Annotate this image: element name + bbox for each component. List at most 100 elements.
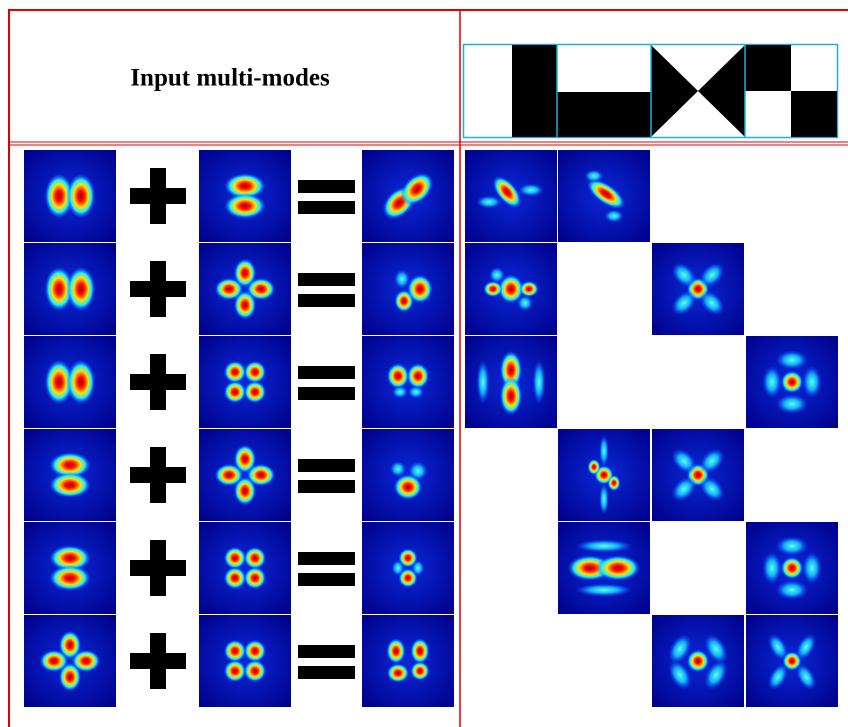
mode-images [24,150,838,707]
mode-lobe [410,638,430,664]
mode-lobe [686,649,710,673]
mode-lobe-weak [476,195,502,209]
mode-lobe [406,363,430,389]
mode-lobe [224,173,266,199]
plus-sign [150,633,166,689]
mode-lobe [393,474,423,500]
mode-image [24,336,116,428]
mode-lobe-weak [671,262,697,288]
mode-lobe [224,193,266,219]
mode-lobe-weak [476,359,490,405]
mode-lobe [246,277,276,301]
mode-image [746,615,838,707]
mode-image [24,522,116,614]
equals-sign [298,480,355,493]
equals-sign [298,387,355,400]
mode-lobe [49,452,91,478]
mode-background [362,336,454,428]
equals-sign [298,573,355,586]
mode-background [24,615,116,707]
mode-lobe [607,475,621,491]
mode-lobe [499,376,523,416]
mode-background [199,243,291,335]
mode-lobe [483,281,503,297]
mode-lobe [39,649,69,673]
mode-image [362,336,454,428]
mode-image [746,522,838,614]
mode-image [652,429,744,521]
mode-background [362,615,454,707]
mode-image [199,150,291,242]
mode-lobe [243,639,267,663]
mode-background [199,429,291,521]
mask-bowtie-left [651,45,698,137]
mode-lobe [49,472,91,498]
mode-lobe [410,661,430,681]
mode-lobe-weak [699,448,725,474]
equals-sign [298,366,355,379]
mode-lobe-weak [411,560,425,576]
mode-lobe-weak [704,660,728,690]
mode-image [24,243,116,335]
mode-image [362,522,454,614]
mode-lobe [223,380,247,404]
mask-half [512,45,557,137]
mode-image [199,243,291,335]
mode-image [199,615,291,707]
mode-lobe [498,274,524,304]
mode-lobe [223,566,247,590]
mode-lobe [49,565,91,591]
mode-lobe [214,463,244,487]
plus-sign [150,261,166,317]
mode-lobe [595,555,641,581]
mode-lobe [223,546,247,570]
mask-checker-1 [745,45,791,91]
mode-lobe-weak [671,290,697,316]
mode-lobe [58,662,82,692]
mode-lobe [243,566,267,590]
mode-lobe-weak [408,385,424,399]
mode-lobe [243,659,267,683]
mode-lobe-weak [802,552,822,584]
mode-image [24,615,116,707]
mode-image [652,615,744,707]
plus-sign [150,447,166,503]
mode-lobe [71,649,101,673]
mode-image [746,336,838,428]
mode-image [362,243,454,335]
mode-lobe-weak [762,366,782,398]
mode-image [558,150,650,242]
equals-sign [298,201,355,214]
mode-image [465,243,557,335]
mode-background [199,522,291,614]
mode-lobe [386,663,410,683]
plus-sign [150,168,166,224]
mode-image [465,336,557,428]
mode-lobe-weak [599,435,609,467]
mode-lobe-weak [671,476,697,502]
mode-lobe-weak [390,461,406,477]
table-borders [8,9,848,727]
mode-lobe [519,281,539,297]
mode-lobe [44,173,74,219]
mask-bowtie-right [698,45,745,137]
mode-image [652,243,744,335]
mode-lobe-weak [776,580,808,600]
mode-lobe [246,463,276,487]
mode-lobe [58,630,82,660]
mode-lobe [49,545,91,571]
equals-sign [298,552,355,565]
mode-lobe-weak [668,634,692,664]
mode-image [362,615,454,707]
mode-lobe [587,459,601,475]
mode-lobe-weak [392,385,408,399]
mode-background [199,336,291,428]
mode-lobe [233,444,257,474]
plus-sign [150,540,166,596]
mode-lobe [243,360,267,384]
mode-image [199,429,291,521]
mode-lobe [44,266,74,312]
equals-sign [298,180,355,193]
mode-lobe [586,178,626,210]
mode-lobe-weak [776,350,808,370]
